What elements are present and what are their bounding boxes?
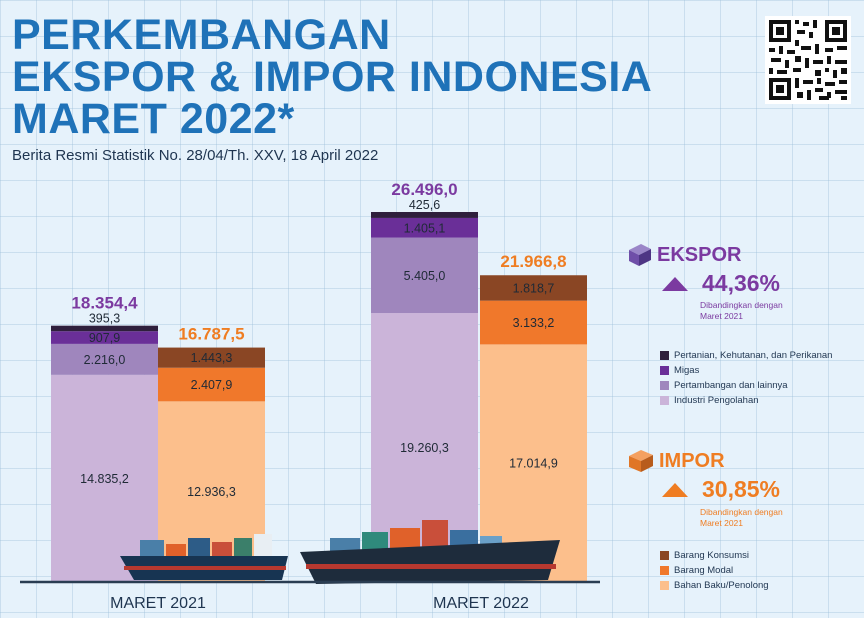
x-tick-label: MARET 2021	[110, 595, 206, 612]
note-line: Maret 2021	[700, 518, 743, 528]
data-label: 3.133,2	[513, 316, 555, 330]
subtitle: Berita Resmi Statistik No. 28/04/Th. XXV…	[12, 147, 379, 164]
title-line-1: PERKEMBANGAN	[12, 11, 391, 59]
total-label: 16.787,5	[178, 325, 244, 344]
note-line: Dibandingkan dengan	[700, 507, 783, 517]
data-label: 1.443,3	[191, 351, 233, 365]
qr-code-icon	[765, 16, 851, 104]
ekspor-heading: EKSPOR	[627, 242, 741, 268]
ekspor-note: Dibandingkan dengan Maret 2021	[700, 300, 783, 322]
data-label: 14.835,2	[80, 472, 129, 486]
legend-label: Bahan Baku/Penolong	[674, 580, 769, 591]
note-line: Dibandingkan dengan	[700, 300, 783, 310]
legend-item: Pertanian, Kehutanan, dan Perikanan	[660, 348, 832, 363]
legend-item: Barang Konsumsi	[660, 548, 769, 563]
legend-label: Industri Pengolahan	[674, 395, 759, 406]
data-label: 425,6	[409, 198, 440, 212]
bar-segment	[371, 212, 478, 218]
data-label: 2.216,0	[84, 353, 126, 367]
total-label: 26.496,0	[391, 180, 457, 199]
cargo-ship-2022-icon	[300, 520, 560, 584]
legend-item: Pertambangan dan lainnya	[660, 378, 832, 393]
legend-item: Migas	[660, 363, 832, 378]
note-line: Maret 2021	[700, 311, 743, 321]
data-label: 1.818,7	[513, 281, 555, 295]
data-label: 17.014,9	[509, 457, 558, 471]
x-tick-label: MARET 2022	[433, 595, 529, 612]
ekspor-legend: Pertanian, Kehutanan, dan Perikanan Miga…	[660, 348, 832, 408]
bar-segment	[480, 300, 587, 345]
arrow-up-icon	[662, 276, 688, 291]
bar-segment	[51, 331, 158, 344]
bar-segment	[158, 347, 265, 368]
impor-change-value: 30,85%	[702, 476, 781, 502]
impor-heading: IMPOR	[627, 448, 725, 474]
total-label: 18.354,4	[71, 294, 138, 313]
data-label: 395,3	[89, 312, 120, 326]
impor-note: Dibandingkan dengan Maret 2021	[700, 507, 783, 529]
data-label: 19.260,3	[400, 441, 449, 455]
arrow-up-icon	[662, 482, 688, 497]
legend-item: Barang Modal	[660, 563, 769, 578]
bar-segment	[158, 367, 265, 402]
legend-label: Barang Konsumsi	[674, 550, 749, 561]
impor-legend: Barang Konsumsi Barang Modal Bahan Baku/…	[660, 548, 769, 593]
data-label: 907,9	[89, 331, 120, 345]
bar-segment	[51, 343, 158, 375]
data-label: 2.407,9	[191, 378, 233, 392]
data-label: 1.405,1	[404, 221, 446, 235]
container-ekspor-icon	[629, 244, 651, 266]
container-impor-icon	[629, 450, 653, 472]
bar-segment	[371, 237, 478, 314]
cargo-ship-2021-icon	[120, 534, 288, 580]
legend-label: Migas	[674, 365, 700, 376]
bar-segment	[371, 217, 478, 238]
ekspor-change-value: 44,36%	[702, 270, 781, 296]
ekspor-label: EKSPOR	[657, 243, 742, 266]
data-label: 12.936,3	[187, 485, 236, 499]
impor-change: 30,85%	[662, 476, 780, 503]
bar-segment	[51, 325, 158, 332]
legend-item: Industri Pengolahan	[660, 393, 832, 408]
page-title: PERKEMBANGAN EKSPOR & IMPOR INDONESIA MA…	[12, 11, 653, 143]
title-line-3: MARET 2022*	[12, 95, 295, 143]
ekspor-change: 44,36%	[662, 270, 780, 297]
data-label: 5.405,0	[404, 269, 446, 283]
bar-segment	[480, 275, 587, 301]
legend-label: Pertambangan dan lainnya	[674, 380, 788, 391]
legend-label: Barang Modal	[674, 565, 734, 576]
impor-label: IMPOR	[659, 449, 725, 472]
legend-label: Pertanian, Kehutanan, dan Perikanan	[674, 350, 833, 361]
total-label: 21.966,8	[500, 252, 566, 271]
legend-item: Bahan Baku/Penolong	[660, 578, 769, 593]
title-line-2: EKSPOR & IMPOR INDONESIA	[12, 53, 653, 101]
